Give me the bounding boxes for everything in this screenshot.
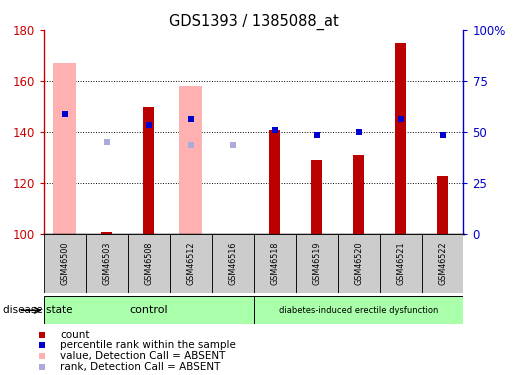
Bar: [396, 43, 406, 234]
Bar: [296, 234, 338, 292]
Text: rank, Detection Call = ABSENT: rank, Detection Call = ABSENT: [60, 362, 221, 372]
Bar: [380, 234, 421, 292]
Text: GSM46518: GSM46518: [270, 242, 279, 285]
Text: percentile rank within the sample: percentile rank within the sample: [60, 340, 236, 350]
Text: value, Detection Call = ABSENT: value, Detection Call = ABSENT: [60, 351, 226, 361]
Text: disease state: disease state: [3, 305, 72, 315]
Bar: [212, 234, 253, 292]
Bar: [179, 86, 202, 234]
Bar: [421, 234, 464, 292]
Bar: [253, 296, 464, 324]
Bar: [253, 234, 296, 292]
Bar: [53, 63, 76, 234]
Bar: [44, 234, 85, 292]
Text: GSM46519: GSM46519: [312, 242, 321, 285]
Bar: [169, 234, 212, 292]
Bar: [44, 296, 253, 324]
Bar: [338, 234, 380, 292]
Bar: [353, 155, 364, 234]
Title: GDS1393 / 1385088_at: GDS1393 / 1385088_at: [169, 14, 338, 30]
Text: GSM46522: GSM46522: [438, 242, 447, 285]
Text: count: count: [60, 330, 90, 340]
Text: GSM46508: GSM46508: [144, 242, 153, 285]
Bar: [85, 234, 128, 292]
Bar: [437, 176, 448, 234]
Text: GSM46503: GSM46503: [102, 242, 111, 285]
Bar: [101, 232, 112, 234]
Text: GSM46520: GSM46520: [354, 242, 363, 285]
Text: GSM46500: GSM46500: [60, 242, 69, 285]
Bar: [144, 106, 154, 234]
Text: diabetes-induced erectile dysfunction: diabetes-induced erectile dysfunction: [279, 306, 438, 315]
Text: control: control: [129, 305, 168, 315]
Bar: [312, 160, 322, 234]
Text: GSM46521: GSM46521: [396, 242, 405, 285]
Bar: [269, 130, 280, 234]
Bar: [128, 234, 169, 292]
Text: GSM46516: GSM46516: [228, 242, 237, 285]
Text: GSM46512: GSM46512: [186, 242, 195, 285]
